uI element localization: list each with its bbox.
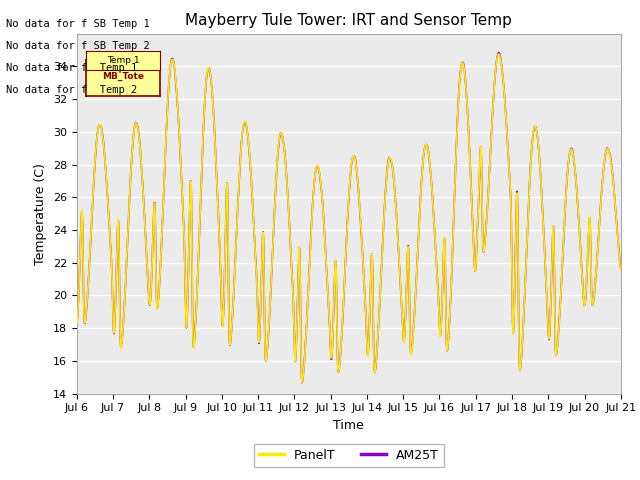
AM25T <box>73 320 81 325</box>
PanelT <box>434 278 442 284</box>
PanelT <box>298 379 306 385</box>
Line: PanelT: PanelT <box>77 54 621 382</box>
Legend: PanelT, AM25T: PanelT, AM25T <box>254 444 444 467</box>
PanelT <box>495 51 502 57</box>
Text: No data for f  Temp 1: No data for f Temp 1 <box>6 63 138 73</box>
AM25T <box>617 265 625 271</box>
AM25T <box>180 247 188 253</box>
AM25T <box>255 337 262 343</box>
Text: No data for f SB Temp 2: No data for f SB Temp 2 <box>6 41 150 51</box>
PanelT <box>255 337 262 343</box>
AM25T <box>434 277 442 283</box>
AM25T <box>495 50 502 56</box>
Text: No data for f  Temp 2: No data for f Temp 2 <box>6 85 138 96</box>
Text: MB_Tote: MB_Tote <box>102 72 144 81</box>
AM25T <box>553 348 561 354</box>
PanelT <box>553 348 561 354</box>
AM25T <box>505 162 513 168</box>
Line: AM25T: AM25T <box>77 53 621 383</box>
AM25T <box>194 273 202 278</box>
AM25T <box>298 380 306 385</box>
X-axis label: Time: Time <box>333 419 364 432</box>
PanelT <box>505 162 513 168</box>
PanelT <box>73 320 81 326</box>
PanelT <box>180 247 188 253</box>
PanelT <box>194 273 202 278</box>
PanelT <box>617 267 625 273</box>
Text: No data for f SB Temp 1: No data for f SB Temp 1 <box>6 19 150 29</box>
Text: Temp 1: Temp 1 <box>107 56 140 65</box>
Y-axis label: Temperature (C): Temperature (C) <box>35 163 47 264</box>
Title: Mayberry Tule Tower: IRT and Sensor Temp: Mayberry Tule Tower: IRT and Sensor Temp <box>186 13 512 28</box>
